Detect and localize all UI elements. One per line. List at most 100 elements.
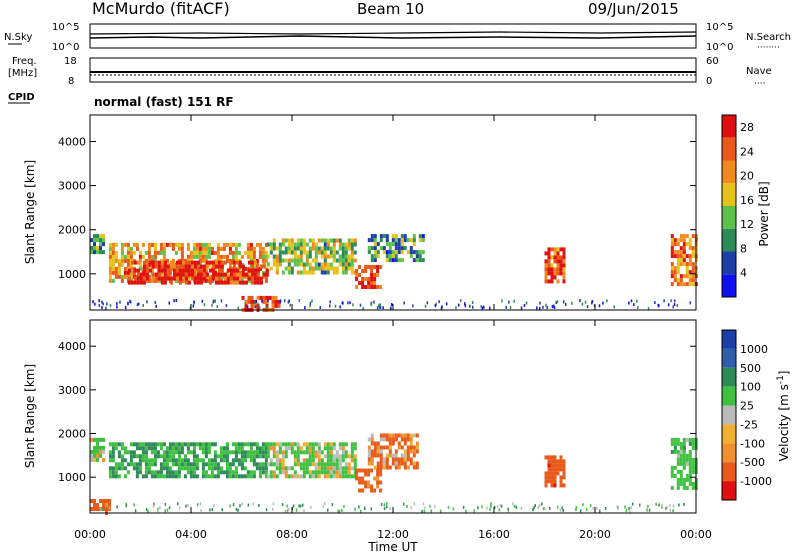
echo-cell [102,503,105,507]
echo-cell [688,449,692,454]
echo-cell [355,273,359,277]
echo-cell [159,442,163,447]
velocity-colorbar-swatch [722,348,736,368]
echo-cell [290,238,294,243]
echo-cell [335,474,339,479]
scatter-speck [341,301,344,305]
scatter-speck [389,507,391,511]
echo-cell [253,280,257,285]
echo-cell [272,446,276,451]
echo-cell [361,285,365,289]
echo-cell [314,450,318,455]
echo-cell [353,242,357,247]
echo-cell [219,274,223,279]
echo-cell [547,467,551,472]
echo-cell [403,457,407,462]
echo-cell [90,499,93,503]
echo-cell [370,254,374,259]
echo-cell [412,258,416,263]
echo-cell [235,268,239,273]
echo-cell [120,274,124,279]
scatter-speck [109,303,112,307]
echo-cell [341,446,345,451]
echo-cell [266,474,270,479]
echo-cell [400,445,404,450]
scatter-speck [164,502,167,506]
echo-cell [412,250,416,255]
echo-cell [688,465,692,470]
echo-cell [376,445,380,450]
echo-cell [341,250,345,255]
velocity-colorbar-swatch [722,481,736,500]
echo-cell [421,250,425,255]
echo-cell [329,254,333,259]
echo-cell [210,246,214,251]
echo-cell [195,262,199,267]
echo-cell [347,242,351,247]
echo-cell [391,441,395,446]
echo-cell [105,503,108,507]
echo-cell [246,242,250,247]
echo-cell [93,453,96,458]
echo-cell [685,457,689,462]
echo-cell [379,234,383,239]
echo-cell [367,265,371,269]
scatter-speck [286,509,289,513]
scatter-speck [322,505,325,508]
echo-cell [214,276,218,281]
echo-cell [332,238,336,243]
scatter-speck [179,506,181,510]
scatter-speck [589,504,592,508]
echo-cell [123,258,127,263]
scatter-speck [272,502,275,506]
scatter-speck [244,302,246,306]
echo-cell [102,234,105,239]
echo-cell [108,270,112,275]
echo-cell [679,250,683,255]
scatter-speck [617,506,620,510]
velocity-colorbar-swatch [722,443,736,463]
scatter-speck [349,301,351,305]
echo-cell [373,254,377,259]
echo-cell [162,454,166,459]
echo-cell [204,474,208,479]
echo-cell [246,270,250,275]
echo-cell [198,254,202,259]
scatter-speck [212,300,214,304]
echo-cell [302,270,306,275]
echo-cell [93,437,96,442]
echo-cell [682,238,686,243]
echo-cell [144,470,148,475]
echo-cell [196,276,200,281]
echo-cell [111,466,115,471]
echo-cell [544,475,548,480]
echo-cell [127,280,131,285]
echo-cell [235,276,239,281]
echo-cell [400,242,404,247]
echo-cell [688,481,692,486]
x-tick-label: 08:00 [276,528,308,541]
echo-cell [400,246,404,251]
echo-cell [141,254,145,259]
echo-cell [547,475,551,480]
echo-cell [171,450,175,455]
echo-cell [688,441,692,446]
scatter-speck [616,505,619,509]
echo-cell [305,466,309,471]
echo-cell [361,468,365,473]
echo-cell [670,262,674,267]
echo-cell [320,270,324,275]
echo-cell [261,274,265,279]
echo-cell [144,462,148,467]
echo-cell [172,264,176,269]
echo-cell [676,262,680,267]
echo-cell [237,450,241,455]
echo-cell [326,466,330,471]
echo-cell [180,466,184,471]
echo-cell [559,479,563,484]
echo-cell [415,445,419,450]
echo-cell [308,470,312,475]
echo-cell [133,268,137,273]
echo-cell [329,262,333,267]
scatter-speck [434,304,437,308]
